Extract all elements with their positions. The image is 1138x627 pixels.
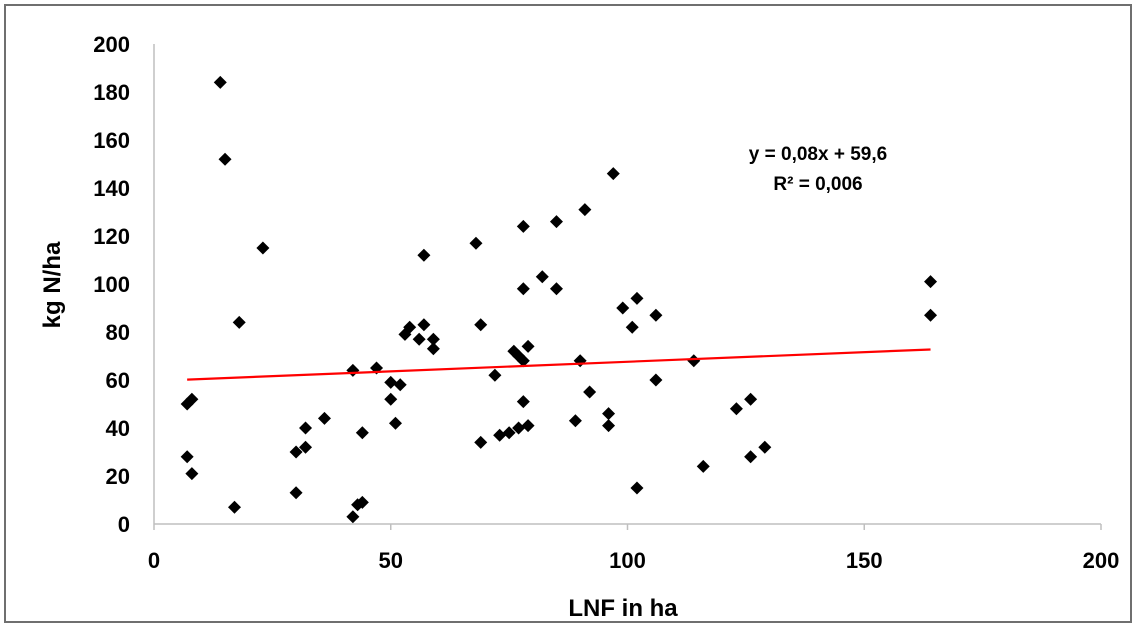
x-tick-label: 150 [846, 548, 883, 573]
data-point [516, 282, 530, 296]
data-point [729, 402, 743, 416]
data-point [758, 440, 772, 454]
data-point [227, 500, 241, 514]
data-point [602, 419, 616, 433]
y-tick-label: 60 [106, 368, 130, 393]
data-point [696, 459, 710, 473]
y-tick-label: 140 [93, 176, 130, 201]
y-axis-title: kg N/ha [39, 241, 66, 328]
x-tick-label: 0 [148, 548, 160, 573]
y-tick-label: 120 [93, 224, 130, 249]
y-tick-label: 200 [93, 32, 130, 57]
data-point [256, 241, 270, 255]
data-point [384, 375, 398, 389]
y-tick-label: 40 [106, 416, 130, 441]
data-point [649, 308, 663, 322]
data-point [403, 320, 417, 334]
data-point [426, 342, 440, 356]
data-point [625, 320, 639, 334]
data-point [549, 282, 563, 296]
y-tick-label: 20 [106, 464, 130, 489]
data-point [744, 450, 758, 464]
x-tick-label: 50 [379, 548, 403, 573]
data-point [521, 419, 535, 433]
data-point [180, 450, 194, 464]
data-point [630, 481, 644, 495]
data-point [535, 270, 549, 284]
data-point [213, 75, 227, 89]
x-axis-title: LNF in ha [568, 595, 678, 622]
data-point [616, 301, 630, 315]
data-point [606, 167, 620, 181]
data-point [474, 318, 488, 332]
data-point [185, 467, 199, 481]
data-point [355, 495, 369, 509]
data-point [384, 392, 398, 406]
data-point [602, 407, 616, 421]
chart-frame [4, 4, 1132, 623]
data-point [346, 363, 360, 377]
data-point [299, 421, 313, 435]
data-point [417, 318, 431, 332]
data-point [924, 275, 938, 289]
chart-marks [180, 75, 938, 524]
data-point [393, 378, 407, 392]
data-point [317, 411, 331, 425]
data-point [346, 510, 360, 524]
data-point [516, 395, 530, 409]
data-point [549, 215, 563, 229]
y-tick-label: 160 [93, 128, 130, 153]
data-point [289, 486, 303, 500]
data-point [474, 435, 488, 449]
data-point [218, 152, 232, 166]
data-point [924, 308, 938, 322]
data-point [630, 291, 644, 305]
data-point [469, 236, 483, 250]
data-point [299, 440, 313, 454]
data-point [687, 354, 701, 368]
data-point [388, 416, 402, 430]
data-point [568, 414, 582, 428]
data-point [744, 392, 758, 406]
data-point [521, 339, 535, 353]
tick-labels: 0 20 40 60 80 100 120 140 160 180 200 0 50 100 150 200 [93, 32, 1119, 573]
data-point [488, 368, 502, 382]
data-point [289, 445, 303, 459]
data-point [649, 373, 663, 387]
data-point [512, 421, 526, 435]
data-point [516, 219, 530, 233]
data-point [583, 385, 597, 399]
y-tick-label: 180 [93, 80, 130, 105]
trendline-r2: R² = 0,006 [773, 174, 862, 195]
trendline-equation: y = 0,08x + 59,6 [749, 144, 887, 165]
data-point [417, 248, 431, 262]
data-point [412, 332, 426, 346]
data-point [573, 354, 587, 368]
data-point [355, 426, 369, 440]
data-point [426, 332, 440, 346]
data-point [493, 428, 507, 442]
trendline [187, 348, 931, 381]
y-tick-label: 0 [118, 512, 130, 537]
data-point [232, 315, 246, 329]
data-point [578, 203, 592, 217]
data-point [185, 392, 199, 406]
data-point [502, 426, 516, 440]
x-tick-label: 200 [1083, 548, 1120, 573]
data-point [516, 354, 530, 368]
x-tick-label: 100 [609, 548, 646, 573]
y-tick-label: 100 [93, 272, 130, 297]
y-tick-label: 80 [106, 320, 130, 345]
